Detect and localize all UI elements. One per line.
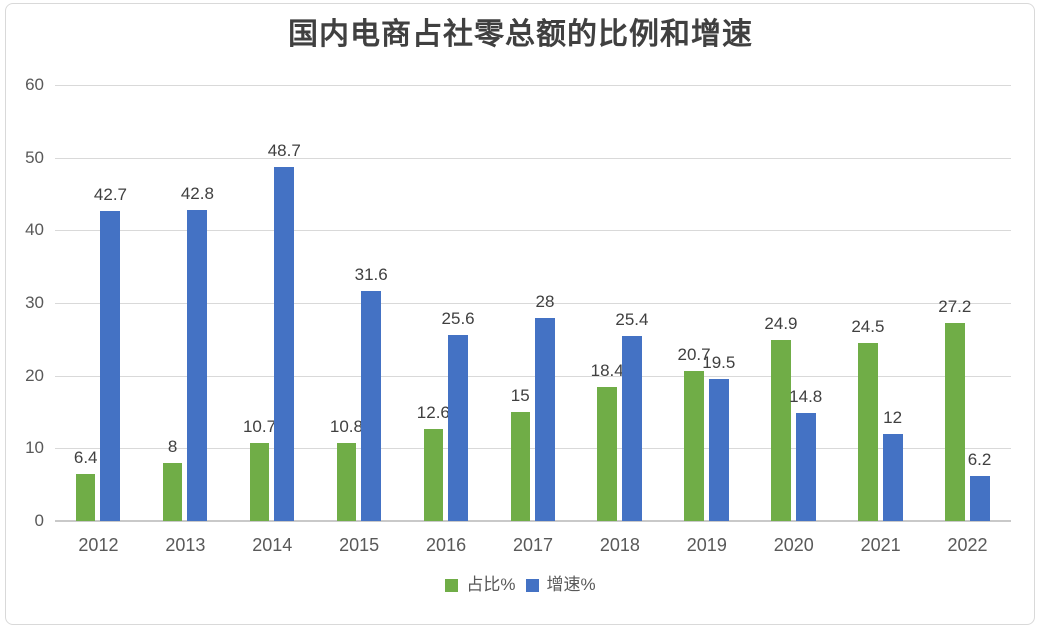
value-label: 48.7 — [267, 141, 301, 161]
bar-zhanbi-2016 — [423, 429, 444, 521]
legend-item-zhanbi: 占比% — [445, 575, 516, 595]
bar-zhanbi-2013 — [162, 462, 183, 521]
value-label: 18.4 — [590, 361, 624, 381]
x-axis-line — [55, 520, 1011, 522]
bar-zengsu-2014 — [274, 167, 295, 521]
y-tick-label: 50 — [25, 147, 44, 167]
value-label: 28 — [535, 291, 555, 311]
value-label: 42.7 — [93, 184, 127, 204]
x-tick-label: 2022 — [947, 535, 988, 555]
y-tick-label: 10 — [25, 438, 44, 458]
y-tick-label: 20 — [25, 365, 44, 385]
x-tick-label: 2021 — [860, 535, 901, 555]
legend-swatch-green-icon — [445, 578, 459, 592]
y-tick-label: 60 — [25, 75, 44, 94]
bar-zengsu-2019 — [708, 379, 729, 521]
value-label: 12.6 — [416, 403, 450, 423]
value-label: 10.7 — [242, 417, 277, 437]
bar-zengsu-2022 — [969, 475, 990, 521]
x-tick-label: 2012 — [78, 535, 119, 555]
bar-zhanbi-2018 — [597, 387, 617, 521]
y-tick-label: 40 — [25, 220, 44, 240]
value-label: 19.5 — [702, 353, 736, 373]
bar-zengsu-2017 — [535, 317, 555, 521]
x-tick-label: 2015 — [339, 535, 380, 555]
bar-zengsu-2020 — [795, 413, 816, 521]
value-label: 42.8 — [180, 183, 214, 203]
bar-zengsu-2012 — [100, 210, 121, 521]
bar-zengsu-2013 — [187, 209, 208, 521]
x-tick-label: 2013 — [165, 535, 206, 555]
value-label: 6.2 — [967, 449, 992, 469]
chart-border — [5, 3, 1035, 625]
value-label: 6.4 — [73, 448, 98, 468]
value-label: 31.6 — [354, 265, 388, 285]
chart-title: 国内电商占社零总额的比例和增速 — [288, 17, 753, 52]
gridline — [55, 157, 1011, 159]
bar-zhanbi-2022 — [945, 323, 965, 521]
bar-zhanbi-2021 — [858, 342, 878, 521]
x-tick-label: 2017 — [512, 535, 554, 555]
bar-zhanbi-2014 — [249, 443, 270, 521]
gridline — [55, 230, 1011, 232]
value-label: 25.4 — [615, 310, 649, 330]
x-tick-label: 2019 — [686, 535, 727, 555]
bar-zengsu-2021 — [882, 433, 903, 521]
value-label: 24.5 — [851, 316, 885, 336]
y-tick-label: 0 — [34, 511, 44, 530]
value-label: 12 — [883, 407, 903, 427]
gridline — [55, 448, 1011, 450]
x-tick-label: 2018 — [599, 535, 640, 555]
gridline — [55, 303, 1011, 304]
bar-zhanbi-2017 — [510, 412, 530, 521]
value-label: 27.2 — [938, 297, 972, 317]
bar-zhanbi-2019 — [684, 370, 704, 521]
legend: 占比% 增速% — [0, 575, 1041, 595]
value-label: 20.7 — [677, 344, 711, 364]
bar-zengsu-2016 — [448, 334, 469, 521]
value-label: 24.9 — [764, 314, 798, 334]
bar-zengsu-2018 — [621, 336, 642, 521]
value-label: 14.8 — [789, 387, 823, 407]
x-tick-label: 2014 — [252, 535, 293, 555]
legend-item-zengsu: 增速% — [525, 575, 596, 595]
bar-zengsu-2015 — [361, 291, 382, 521]
gridline — [55, 85, 1011, 86]
bar-zhanbi-2015 — [336, 442, 357, 521]
gridline — [55, 375, 1011, 377]
x-tick-label: 2020 — [773, 535, 814, 555]
legend-swatch-blue-icon — [525, 578, 539, 592]
x-tick-label: 2016 — [426, 535, 467, 555]
value-label: 15 — [510, 386, 530, 405]
bar-zhanbi-2012 — [75, 474, 96, 521]
legend-label-zengsu: 增速% — [546, 575, 596, 594]
legend-label-zhanbi: 占比% — [466, 575, 516, 594]
value-label: 8 — [167, 436, 178, 456]
value-label: 25.6 — [441, 308, 475, 328]
y-tick-label: 30 — [25, 293, 44, 312]
value-label: 10.8 — [329, 416, 363, 436]
bar-zhanbi-2020 — [771, 340, 791, 521]
